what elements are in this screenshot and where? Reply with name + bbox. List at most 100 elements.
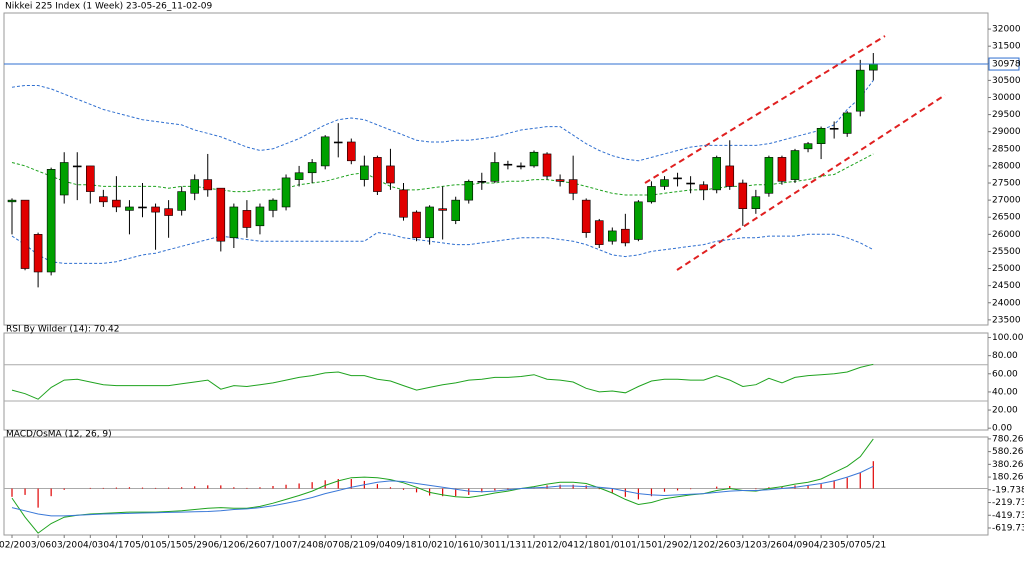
x-tick-label: 04/23	[808, 541, 834, 551]
candle-body	[294, 172, 304, 180]
candle-body	[829, 127, 839, 130]
x-tick-label: 12/18	[573, 541, 599, 551]
candle-body	[281, 177, 291, 208]
candle-body	[503, 163, 513, 166]
x-tick-label: 07/24	[286, 541, 312, 551]
candle-body	[673, 177, 682, 180]
last-price-box	[988, 57, 1020, 71]
candle-body	[386, 165, 395, 184]
candle-body	[490, 162, 500, 182]
candle-body	[516, 165, 526, 168]
candle-body	[842, 112, 852, 134]
y-tick-label: 60.00	[992, 369, 1018, 379]
x-tick-label: 05/29	[182, 541, 208, 551]
y-tick-label: 29000	[992, 127, 1021, 137]
rsi-panel	[3, 332, 989, 431]
candle-body	[438, 208, 447, 211]
x-tick-label: 03/06	[25, 541, 51, 551]
candle-body	[112, 199, 121, 208]
y-tick-label: 26500	[992, 213, 1021, 223]
x-tick-label: 09/04	[364, 541, 390, 551]
y-tick-label: 30000	[992, 93, 1021, 103]
macd-panel	[3, 436, 989, 536]
candle-body	[699, 184, 708, 191]
y-tick-label: 26000	[992, 230, 1021, 240]
candle-body	[686, 182, 695, 185]
candle-body	[46, 169, 56, 273]
x-tick-label: 01/29	[652, 541, 678, 551]
candle-body	[607, 230, 617, 242]
y-tick-label: 30500	[992, 76, 1021, 86]
candle-body	[151, 206, 160, 213]
y-tick-label: -219.736	[992, 498, 1024, 508]
y-tick-label: 23500	[992, 315, 1021, 325]
rsi-line	[11, 363, 874, 400]
candle-body	[712, 157, 722, 191]
y-tick-label: 40.00	[992, 387, 1018, 397]
x-tick-label: 11/20	[521, 541, 547, 551]
candle-body	[542, 153, 552, 177]
candle-body	[555, 179, 565, 182]
x-tick-label: 10/02	[417, 541, 443, 551]
x-tick-label: 06/12	[208, 541, 234, 551]
candle-body	[660, 179, 669, 187]
candle-body	[816, 127, 826, 144]
x-tick-label: 06/26	[234, 541, 260, 551]
macd-line	[11, 465, 874, 517]
candle-body	[425, 206, 434, 239]
x-tick-label: 02/26	[704, 541, 730, 551]
candle-body	[464, 181, 474, 201]
y-tick-label: 20.00	[992, 406, 1018, 416]
x-tick-label: 01/15	[625, 541, 651, 551]
rsi-title: RSI By Wilder (14): 70.42	[6, 325, 120, 335]
candle-body	[20, 199, 30, 269]
x-tick-label: 10/16	[443, 541, 469, 551]
candle-body	[7, 199, 17, 203]
candle-body	[164, 208, 173, 216]
y-tick-label: 31500	[992, 42, 1021, 52]
y-tick-label: 180.2618	[992, 473, 1024, 483]
candle-body	[203, 179, 213, 191]
candle-body	[594, 220, 604, 245]
candle-body	[751, 196, 761, 209]
candle-body	[190, 179, 199, 194]
macd-title: MACD/OsMA (12, 26, 9)	[6, 430, 112, 440]
y-tick-label: -419.736	[992, 511, 1024, 521]
x-tick-label: 04/09	[782, 541, 808, 551]
y-tick-label: 28000	[992, 161, 1021, 171]
y-tick-label: 32000	[992, 25, 1021, 35]
candle-body	[399, 189, 408, 218]
candle-body	[72, 165, 82, 168]
band-line	[11, 80, 874, 162]
y-tick-label: 780.2618	[992, 434, 1024, 444]
x-tick-label: 05/01	[130, 541, 156, 551]
candle-body	[581, 199, 591, 233]
candle-body	[33, 234, 43, 273]
chart-title: Nikkei 225 Index (1 Week) 23-05-26_11-02…	[5, 2, 213, 12]
candle-body	[868, 63, 878, 71]
candle-body	[177, 191, 186, 211]
y-tick-label: 24000	[992, 298, 1021, 308]
candle-body	[255, 206, 265, 227]
candle-body	[125, 206, 134, 211]
candle-body	[790, 150, 800, 180]
candle-body	[451, 199, 461, 221]
x-tick-label: 07/10	[260, 541, 286, 551]
x-tick-label: 03/26	[756, 541, 782, 551]
x-tick-label: 10/30	[469, 541, 495, 551]
x-tick-label: 05/21	[860, 541, 886, 551]
x-tick-label: 05/07	[834, 541, 860, 551]
candle-body	[568, 179, 578, 194]
x-tick-label: 02/20	[0, 541, 25, 551]
y-tick-label: 100.00	[992, 333, 1024, 343]
candle-body	[634, 201, 643, 240]
trend-line-upper	[644, 35, 886, 184]
macd-line	[11, 438, 874, 534]
y-tick-label: -619.736	[992, 523, 1024, 533]
candle-body	[477, 181, 487, 183]
candle-body	[229, 206, 239, 239]
x-tick-label: 08/21	[338, 541, 364, 551]
x-tick-label: 03/12	[730, 541, 756, 551]
